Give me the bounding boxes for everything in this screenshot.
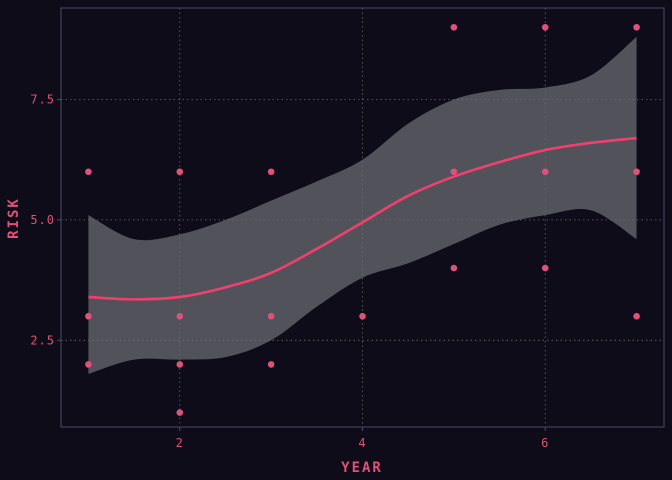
data-point <box>541 264 549 272</box>
data-point <box>450 264 458 272</box>
data-point <box>541 23 549 31</box>
data-point <box>267 312 275 320</box>
data-point <box>633 23 640 31</box>
data-point <box>359 312 366 320</box>
data-point <box>633 168 640 176</box>
y-tick-label: 2.5 <box>30 333 55 347</box>
data-point <box>176 168 184 176</box>
y-tick-label: 7.5 <box>30 93 55 107</box>
data-point <box>633 312 640 320</box>
x-tick-label: 2 <box>176 436 184 450</box>
data-points <box>85 23 640 416</box>
confidence-ribbon <box>88 36 637 375</box>
y-axis-ticks: 2.5 5.0 7.5 <box>30 93 61 347</box>
x-axis-title: YEAR <box>341 460 383 476</box>
data-point <box>85 361 92 368</box>
confidence-band <box>88 36 637 375</box>
data-point <box>176 361 184 368</box>
data-point <box>85 312 92 320</box>
data-point <box>176 312 184 320</box>
y-axis-title: RISK <box>6 197 22 239</box>
data-point <box>541 168 549 176</box>
y-tick-label: 5.0 <box>30 213 55 227</box>
data-point <box>267 168 275 176</box>
x-axis-ticks: 2 4 6 <box>176 427 549 450</box>
data-point <box>85 168 92 176</box>
smooth-line <box>88 136 637 301</box>
data-point <box>450 168 458 176</box>
data-point <box>176 409 184 416</box>
x-tick-label: 4 <box>358 436 366 450</box>
x-tick-label: 6 <box>541 436 549 450</box>
fit-line <box>88 136 637 301</box>
data-point <box>450 23 458 31</box>
data-point <box>267 361 275 368</box>
